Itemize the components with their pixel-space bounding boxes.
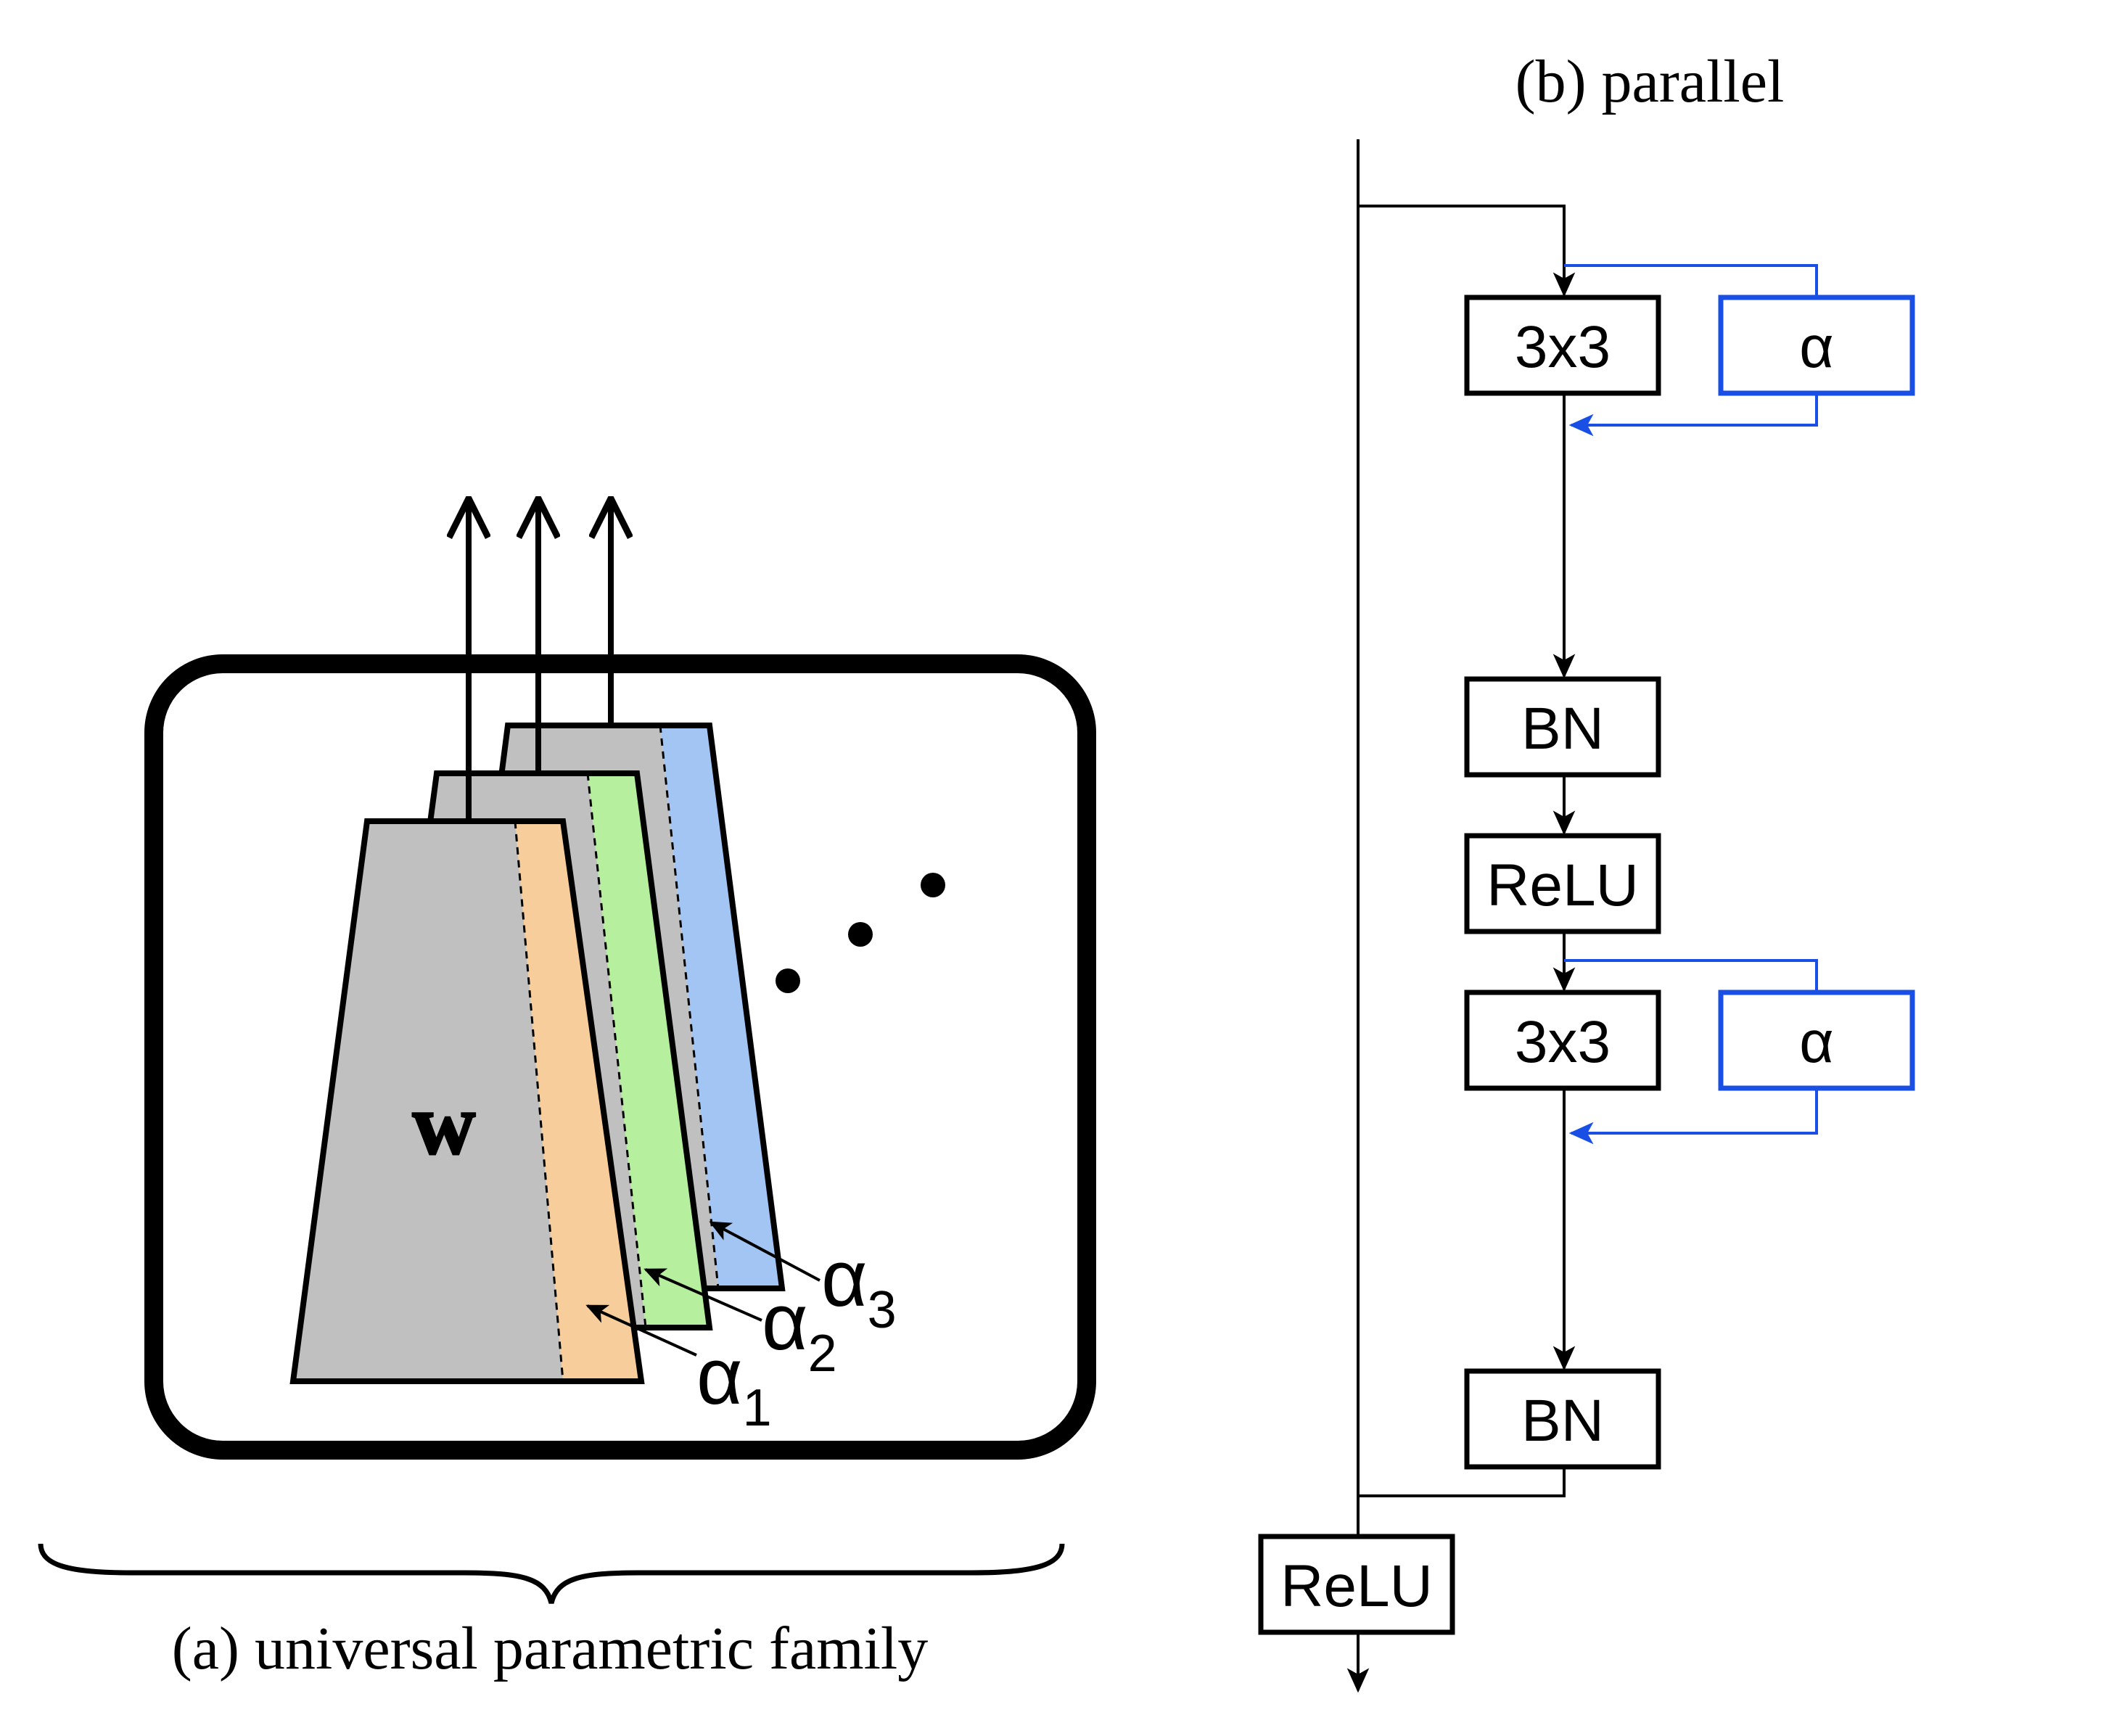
adapter1-output-line: [1568, 393, 1818, 437]
filter-1: [289, 818, 645, 1384]
relu-out-block: [1258, 1534, 1455, 1635]
branch-to-conv1: [1358, 205, 1576, 297]
alpha-labels: α1 α2 α3: [696, 1234, 897, 1437]
alpha-3-subscript: 3: [868, 1281, 897, 1339]
panel-a: w α1 α2 α3 (a) universa: [38, 501, 1096, 1682]
relu1-label: ReLU: [1486, 852, 1639, 918]
ellipsis-dots: [776, 873, 945, 993]
adapter2-output-line: [1568, 1088, 1818, 1145]
adapter1-label: α: [1799, 314, 1833, 380]
relu1-block: [1464, 833, 1661, 934]
adapter1-input-line: [1564, 264, 1818, 297]
curly-brace: [38, 1543, 1065, 1604]
bn2-block: [1464, 1368, 1661, 1470]
alpha-1-subscript: 1: [743, 1379, 772, 1437]
conv1-block: [1464, 295, 1661, 396]
filter-2-alpha: [588, 773, 710, 1328]
output-arrows: [469, 501, 611, 821]
alpha-2-pointer: [643, 1268, 762, 1322]
alpha-pointers: [585, 1221, 820, 1357]
relu-out-label: ReLU: [1280, 1553, 1433, 1619]
conv1-label: 3x3: [1515, 314, 1611, 380]
bn2-label: BN: [1521, 1388, 1604, 1454]
bn2-merge-line: [1358, 1467, 1566, 1497]
alpha-3-label: α3: [821, 1234, 897, 1339]
filter-3-alpha: [660, 725, 782, 1288]
adapter2-label: α: [1799, 1009, 1833, 1075]
alpha-2-label: α2: [762, 1278, 837, 1383]
filter-1-weight: [293, 821, 563, 1381]
alpha-2-subscript: 2: [808, 1325, 837, 1383]
adapter1-block: [1718, 295, 1915, 396]
filter-1-alpha: [515, 821, 641, 1381]
alpha-3-pointer: [709, 1221, 820, 1282]
conv2-label: 3x3: [1515, 1009, 1611, 1075]
weight-label: w: [413, 1076, 476, 1172]
adapter2-input-line: [1564, 959, 1818, 992]
conv2-block: [1464, 990, 1661, 1091]
bn1-label: BN: [1521, 696, 1604, 762]
alpha-1-pointer: [585, 1304, 697, 1357]
caption-a: (a) universal parametric family: [172, 1615, 929, 1682]
panel-b: (b) parallel 3x3 α BN ReLU 3x3 α: [1258, 48, 1915, 1693]
alpha-1-label: α1: [696, 1332, 772, 1437]
caption-b: (b) parallel: [1515, 48, 1785, 115]
